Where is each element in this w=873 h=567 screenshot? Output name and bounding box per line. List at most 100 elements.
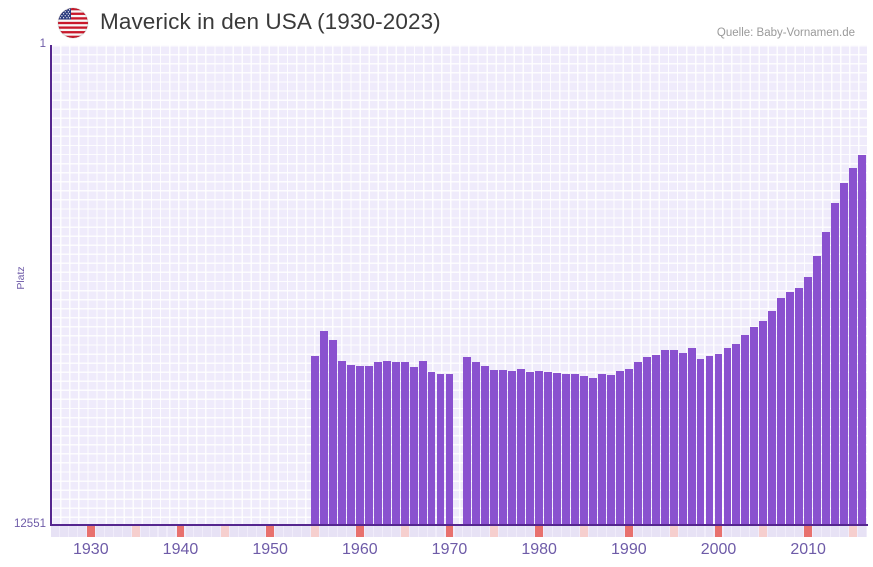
bar[interactable] xyxy=(490,369,499,524)
bar[interactable] xyxy=(849,168,857,524)
x-tick-minor xyxy=(185,526,194,537)
x-axis-label: 1940 xyxy=(162,541,199,558)
bar[interactable] xyxy=(355,366,364,524)
bar[interactable] xyxy=(526,371,535,524)
bar[interactable] xyxy=(580,375,588,524)
bar[interactable] xyxy=(696,359,705,524)
x-tick-minor xyxy=(490,526,499,537)
bar[interactable] xyxy=(606,374,615,524)
x-tick-minor xyxy=(427,526,436,537)
bar[interactable] xyxy=(642,357,651,524)
bar[interactable] xyxy=(741,335,750,524)
x-axis-label: 1990 xyxy=(611,541,647,558)
bar[interactable] xyxy=(687,347,696,524)
bar[interactable] xyxy=(723,347,732,524)
x-tick-minor xyxy=(113,526,122,537)
x-tick-minor xyxy=(140,526,149,537)
bar[interactable] xyxy=(589,377,597,524)
bar[interactable] xyxy=(660,350,669,524)
bar[interactable] xyxy=(373,361,382,524)
bar[interactable] xyxy=(346,365,355,524)
bar[interactable] xyxy=(777,297,786,524)
bar[interactable] xyxy=(391,362,400,524)
bar[interactable] xyxy=(813,256,822,524)
x-axis-tick-strip xyxy=(51,526,867,537)
x-tick-minor xyxy=(580,526,588,537)
x-axis-line xyxy=(50,524,868,526)
bar[interactable] xyxy=(786,292,795,524)
bar[interactable] xyxy=(517,369,526,524)
bar[interactable] xyxy=(562,373,570,524)
x-tick-minor xyxy=(68,526,77,537)
bar[interactable] xyxy=(427,371,436,524)
bar[interactable] xyxy=(669,349,678,524)
x-tick-major xyxy=(445,526,454,537)
bar[interactable] xyxy=(615,370,624,524)
bar[interactable] xyxy=(499,370,508,524)
bar[interactable] xyxy=(822,231,831,524)
x-tick-major xyxy=(266,526,275,537)
bar[interactable] xyxy=(553,373,561,524)
x-tick-minor xyxy=(382,526,391,537)
y-axis-line xyxy=(50,45,52,526)
x-tick-minor xyxy=(741,526,750,537)
bar[interactable] xyxy=(544,371,553,524)
x-tick-minor xyxy=(337,526,346,537)
x-tick-minor xyxy=(212,526,221,537)
bar[interactable] xyxy=(320,331,328,524)
bar[interactable] xyxy=(651,354,660,524)
bar[interactable] xyxy=(795,288,804,524)
bar[interactable] xyxy=(418,361,427,524)
x-tick-minor xyxy=(77,526,86,537)
bar[interactable] xyxy=(382,361,391,524)
y-axis-top-label: 1 xyxy=(39,38,46,50)
bar[interactable] xyxy=(311,356,319,524)
bar[interactable] xyxy=(409,366,418,524)
x-tick-minor xyxy=(813,526,822,537)
x-tick-minor xyxy=(328,526,337,537)
us-flag-icon xyxy=(58,8,88,38)
bar[interactable] xyxy=(750,327,759,524)
bar[interactable] xyxy=(768,311,777,524)
bar[interactable] xyxy=(732,344,741,524)
bar[interactable] xyxy=(759,320,768,524)
bar[interactable] xyxy=(328,339,337,524)
bar[interactable] xyxy=(714,354,723,524)
x-axis-label: 2010 xyxy=(790,541,826,558)
x-tick-minor xyxy=(230,526,239,537)
bar[interactable] xyxy=(633,361,642,524)
bar[interactable] xyxy=(624,368,633,524)
page-title: Maverick in den USA (1930-2023) xyxy=(100,9,441,34)
x-tick-minor xyxy=(633,526,642,537)
x-axis-label: 1950 xyxy=(252,541,288,558)
bar[interactable] xyxy=(840,183,848,524)
bar[interactable] xyxy=(463,357,472,524)
bar[interactable] xyxy=(436,373,445,524)
bar[interactable] xyxy=(445,373,454,524)
bar[interactable] xyxy=(337,360,346,524)
x-tick-minor xyxy=(508,526,517,537)
x-tick-minor xyxy=(678,526,687,537)
bar[interactable] xyxy=(678,352,687,524)
x-tick-minor xyxy=(373,526,382,537)
bar[interactable] xyxy=(535,370,544,524)
bar[interactable] xyxy=(481,365,490,524)
bar[interactable] xyxy=(804,277,813,524)
bar[interactable] xyxy=(705,356,714,524)
bar[interactable] xyxy=(472,361,481,524)
x-tick-minor xyxy=(615,526,624,537)
x-tick-minor xyxy=(553,526,561,537)
bar[interactable] xyxy=(364,365,373,524)
bar[interactable] xyxy=(400,361,409,524)
x-tick-minor xyxy=(248,526,257,537)
bar[interactable] xyxy=(508,370,517,524)
x-axis-label: 1960 xyxy=(342,541,378,558)
x-tick-minor xyxy=(320,526,328,537)
bar[interactable] xyxy=(597,373,606,524)
x-tick-minor xyxy=(849,526,857,537)
bar[interactable] xyxy=(831,203,839,524)
x-tick-minor xyxy=(795,526,804,537)
bar[interactable] xyxy=(858,154,866,524)
bar[interactable] xyxy=(571,374,579,524)
